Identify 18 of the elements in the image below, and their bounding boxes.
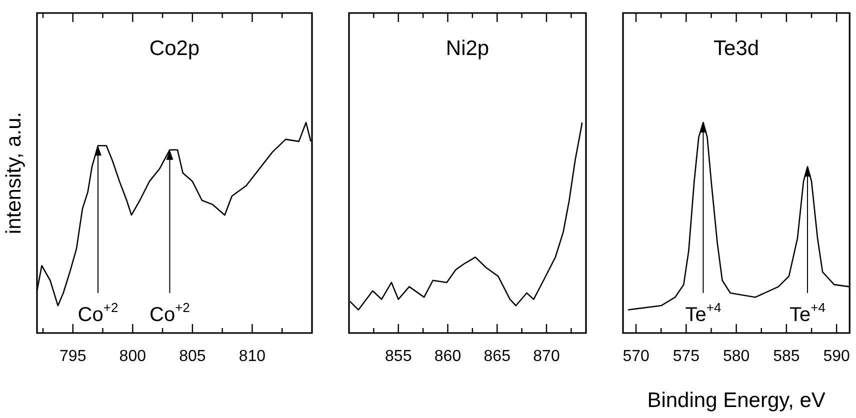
x-tick-label: 580 <box>722 348 750 366</box>
chart-title: Ni2p <box>446 37 490 60</box>
x-tick-label: 585 <box>773 348 800 366</box>
x-tick-label: 590 <box>823 348 850 366</box>
x-tick-label: 855 <box>385 348 412 366</box>
x-tick-label: 805 <box>179 348 206 366</box>
x-tick-label: 575 <box>672 348 700 366</box>
x-tick-label: 865 <box>484 348 511 366</box>
chart-title: Te3d <box>714 37 760 60</box>
chart-title: Co2p <box>149 37 200 60</box>
x-tick-label: 810 <box>238 348 266 366</box>
x-tick-label: 870 <box>533 348 560 366</box>
x-tick-label: 860 <box>434 348 462 366</box>
x-tick-label: 795 <box>60 348 86 366</box>
y-axis-title: intensity, a.u. <box>2 112 26 234</box>
x-axis-title: Binding Energy, eV <box>647 389 826 412</box>
x-tick-label: 570 <box>622 348 650 366</box>
x-tick-label: 800 <box>119 348 146 366</box>
